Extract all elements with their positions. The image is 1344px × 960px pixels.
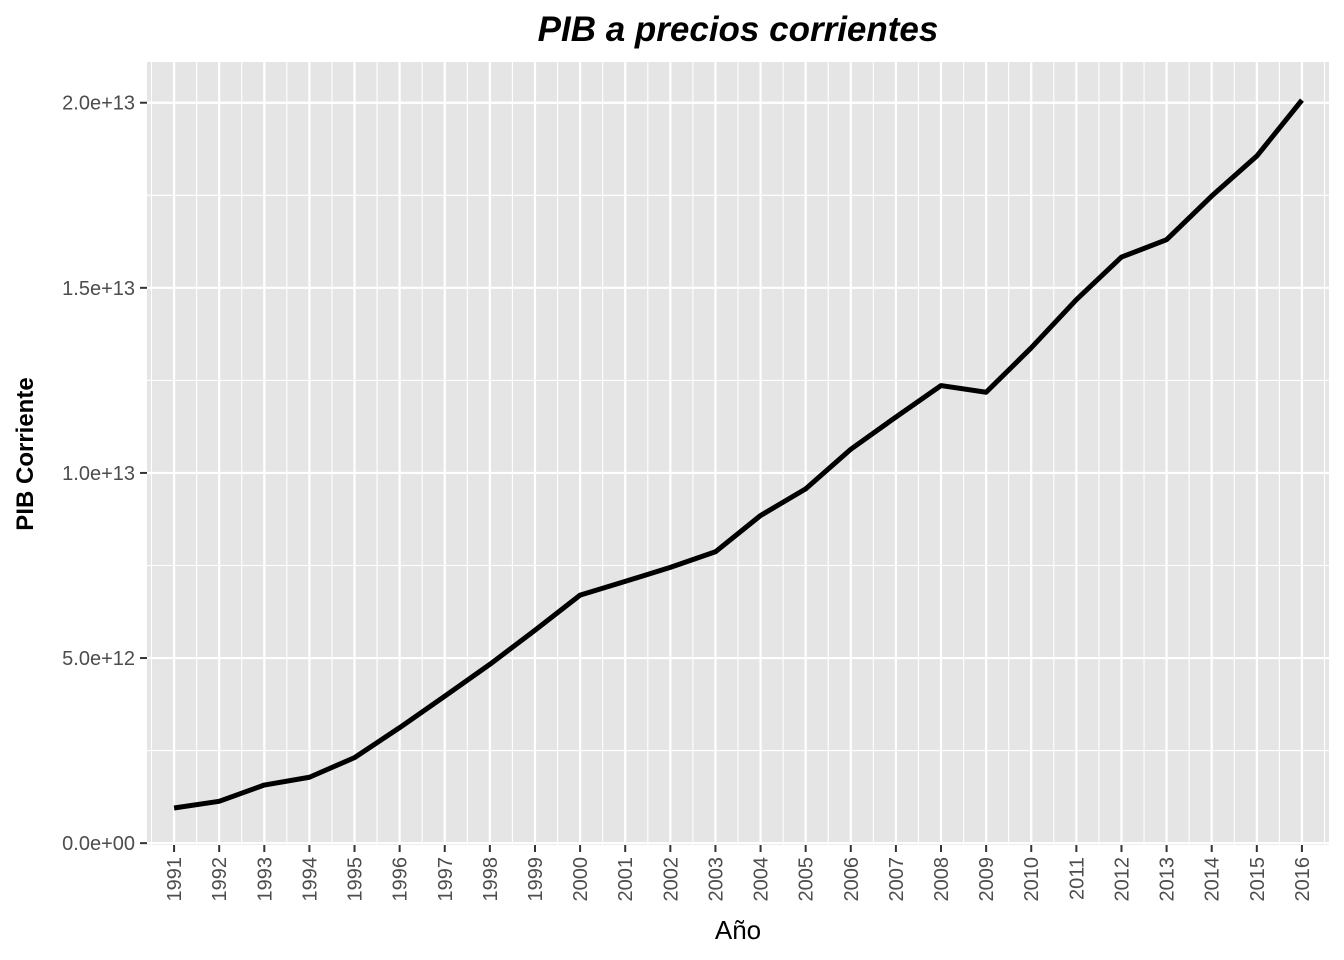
x-tick-label: 2011 <box>1066 857 1088 900</box>
x-tick-label: 2009 <box>976 857 998 902</box>
x-tick-label: 1994 <box>299 857 321 902</box>
x-axis-title: Año <box>715 915 761 945</box>
series-line <box>173 98 1304 811</box>
x-tick-label: 1996 <box>390 857 412 902</box>
x-tick-label: 1997 <box>435 857 457 902</box>
y-tick-label: 2.0e+13 <box>62 93 135 115</box>
x-tick-label: 1999 <box>525 857 547 902</box>
x-tick-label: 2003 <box>705 857 727 902</box>
y-tick-label: 0.0e+00 <box>62 833 135 855</box>
x-tick-label: 1995 <box>345 857 367 902</box>
y-tick-label: 1.0e+13 <box>62 463 135 485</box>
x-tick-label: 1993 <box>254 857 276 902</box>
x-tick-label: 2006 <box>841 857 863 902</box>
x-tick-label: 2000 <box>570 857 592 902</box>
y-axis: 0.0e+00 5.0e+12 1.0e+13 1.5e+13 2.0e+13 <box>62 93 147 855</box>
x-axis: 1991 1992 1993 1994 1995 1996 1997 1998 1999 2000… <box>164 845 1314 902</box>
x-tick-label: 2008 <box>931 857 953 902</box>
x-tick-label: 2013 <box>1157 857 1179 902</box>
y-axis-title: PIB Corriente <box>12 377 39 530</box>
x-tick-label: 2010 <box>1021 857 1043 902</box>
x-tick-label: 2007 <box>886 857 908 902</box>
chart-title: PIB a precios corrientes <box>538 10 939 49</box>
x-tick-label: 1991 <box>164 857 186 902</box>
x-tick-label: 2012 <box>1111 857 1133 902</box>
x-tick-label: 2016 <box>1292 857 1314 902</box>
series-layer <box>173 98 1304 811</box>
x-tick-label: 2004 <box>751 857 773 902</box>
x-tick-label: 2002 <box>660 857 682 902</box>
x-tick-label: 2014 <box>1202 857 1224 902</box>
y-tick-label: 5.0e+12 <box>62 648 135 670</box>
x-tick-label: 1998 <box>480 857 502 902</box>
x-tick-label: 2005 <box>796 857 818 902</box>
x-tick-label: 2015 <box>1247 857 1269 902</box>
y-tick-label: 1.5e+13 <box>62 278 135 300</box>
x-tick-label: 1992 <box>209 857 231 902</box>
x-tick-label: 2001 <box>615 857 637 902</box>
